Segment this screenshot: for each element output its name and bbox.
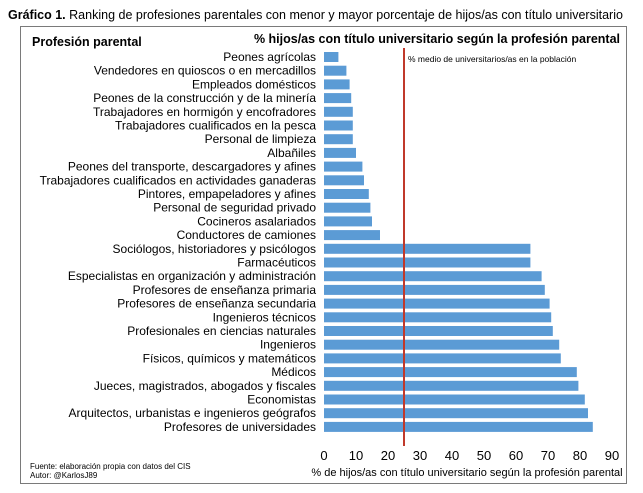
category-label: Peones del transporte, descargadores y a… xyxy=(68,160,316,174)
category-header: Profesión parental xyxy=(32,35,142,49)
bar xyxy=(324,52,339,62)
bar xyxy=(324,339,560,350)
bar xyxy=(324,394,585,405)
bar xyxy=(324,161,363,172)
bar xyxy=(324,134,353,145)
category-label: Profesores de enseñanza secundaria xyxy=(117,297,316,311)
category-label: Peones agrícolas xyxy=(223,50,316,64)
x-tick-label: 70 xyxy=(541,448,555,463)
x-tick-label: 60 xyxy=(509,448,523,463)
x-tick-label: 40 xyxy=(445,448,459,463)
category-label: Ingenieros xyxy=(260,338,316,352)
category-label: Sociólogos, historiadores y psicólogos xyxy=(113,242,316,256)
category-label: Personal de limpieza xyxy=(205,132,317,146)
bar xyxy=(324,367,577,378)
category-label: Vendedores en quioscos o en mercadillos xyxy=(94,64,316,78)
x-tick-label: 30 xyxy=(413,448,427,463)
bar xyxy=(324,284,545,295)
bar xyxy=(324,257,531,268)
bar xyxy=(324,271,542,282)
category-label: Trabajadores cualificados en la pesca xyxy=(115,119,316,133)
category-label: Ingenieros técnicos xyxy=(213,310,316,324)
bar xyxy=(324,230,380,241)
x-tick-label: 50 xyxy=(477,448,491,463)
bar xyxy=(324,353,561,364)
category-label: Farmacéuticos xyxy=(237,256,316,270)
category-label: Peones de la construcción y de la minerí… xyxy=(93,91,316,105)
category-label: Conductores de camiones xyxy=(177,228,316,242)
bar xyxy=(324,380,579,391)
category-label: Trabajadores en hormigón y encofradores xyxy=(93,105,316,119)
source-note: Fuente: elaboración propia con datos del… xyxy=(30,462,191,471)
category-label: Especialistas en organización y administ… xyxy=(68,269,316,283)
bar xyxy=(324,93,352,104)
category-label: Profesores de enseñanza primaria xyxy=(133,283,317,297)
bar xyxy=(324,298,550,309)
bar xyxy=(324,202,371,213)
bar xyxy=(324,408,588,419)
category-label: Profesionales en ciencias naturales xyxy=(127,324,316,338)
category-label: Personal de seguridad privado xyxy=(153,201,316,215)
category-label: Albañiles xyxy=(267,146,316,160)
bar xyxy=(324,243,531,254)
x-tick-label: 90 xyxy=(605,448,619,463)
x-tick-label: 10 xyxy=(349,448,363,463)
category-label: Arquitectos, urbanistas e ingenieros geó… xyxy=(69,406,316,420)
category-label: Jueces, magistrados, abogados y fiscales xyxy=(94,379,316,393)
bar xyxy=(324,106,353,117)
category-label: Físicos, químicos y matemáticos xyxy=(143,351,316,365)
category-label: Profesores de universidades xyxy=(164,420,316,434)
bar xyxy=(324,147,356,158)
bar xyxy=(324,421,593,432)
figure-title: Gráfico 1. Ranking de profesiones parent… xyxy=(8,8,623,22)
x-tick-label: 20 xyxy=(381,448,395,463)
bar xyxy=(324,326,553,336)
bar xyxy=(324,79,350,90)
x-axis-label: % de hijos/as con título universitario s… xyxy=(311,467,622,479)
chart-frame xyxy=(20,26,627,484)
category-label: Trabajadores cualificados en actividades… xyxy=(40,173,316,187)
category-label: Médicos xyxy=(271,365,316,379)
bar xyxy=(324,120,353,131)
category-label: Empleados domésticos xyxy=(192,77,316,91)
bar xyxy=(324,65,347,76)
bar xyxy=(324,312,552,323)
bar xyxy=(324,175,364,186)
category-label: Pintores, empapeladores y afines xyxy=(138,187,316,201)
chart-title: % hijos/as con título universitario segú… xyxy=(254,32,620,46)
category-label: Cocineros asalariados xyxy=(197,214,316,228)
author-note: Autor: @KarlosJ89 xyxy=(30,471,98,480)
x-tick-label: 0 xyxy=(320,448,327,463)
bar xyxy=(324,216,372,227)
category-label: Economistas xyxy=(247,393,316,407)
reference-line-label: % medio de universitarios/as en la pobla… xyxy=(408,54,576,64)
x-tick-label: 80 xyxy=(573,448,587,463)
bar xyxy=(324,189,369,199)
